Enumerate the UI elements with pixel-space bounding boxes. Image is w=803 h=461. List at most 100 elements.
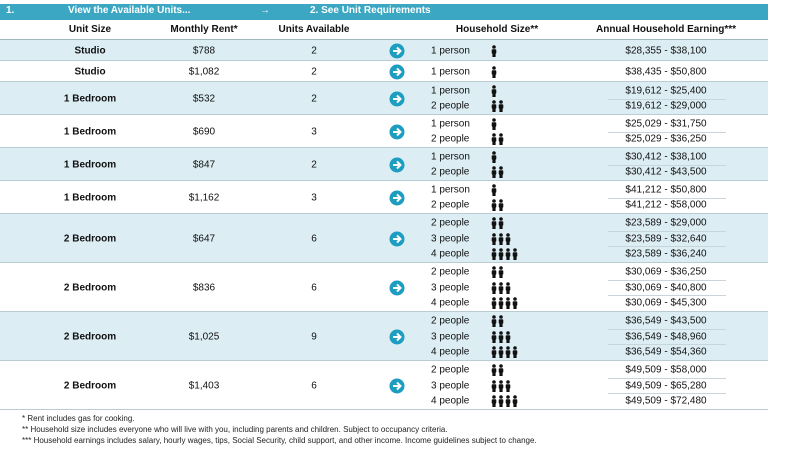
unit-size: 2 Bedroom <box>63 282 117 293</box>
table-row <box>0 361 768 410</box>
table-row <box>0 40 768 61</box>
column-header: Household Size** <box>455 24 539 35</box>
person-icons <box>491 330 511 343</box>
annual-earning: $25,029 - $36,250 <box>625 133 707 145</box>
earning-rule <box>608 295 726 297</box>
arrow-button <box>389 329 405 344</box>
earning-rule <box>608 98 726 100</box>
units-available: 2 <box>311 66 317 77</box>
units-available: 6 <box>311 282 317 293</box>
annual-earning: $19,612 - $25,400 <box>625 85 707 97</box>
units-available: 2 <box>311 93 317 104</box>
person-icons <box>491 65 497 78</box>
column-header: Unit Size <box>68 24 112 35</box>
person-icons <box>491 266 504 278</box>
annual-earning: $49,509 - $72,480 <box>625 395 707 407</box>
column-header: Units Available <box>278 24 350 35</box>
household-size: 4 people <box>431 395 470 407</box>
household-size: 3 people <box>431 282 470 293</box>
annual-earning: $30,412 - $43,500 <box>625 166 707 178</box>
earning-rule <box>608 164 726 166</box>
person-icons <box>491 281 511 294</box>
annual-earning: $19,612 - $29,000 <box>625 100 707 112</box>
annual-earning: $30,412 - $38,100 <box>625 151 707 163</box>
footnote: *** Household earnings includes salary, … <box>22 436 537 445</box>
earning-rule <box>608 328 726 330</box>
monthly-rent: $647 <box>192 233 216 244</box>
arrow-button <box>389 91 405 106</box>
arrow-button <box>389 231 405 246</box>
person-icons <box>491 150 497 163</box>
household-size: 1 person <box>431 45 470 56</box>
household-size: 4 people <box>431 248 470 260</box>
earning-rule <box>608 344 726 346</box>
monthly-rent: $1,025 <box>188 331 220 342</box>
unit-size: 1 Bedroom <box>63 192 117 203</box>
step-number: 1. <box>6 5 15 16</box>
annual-earning: $23,589 - $29,000 <box>625 217 707 229</box>
household-size: 2 people <box>431 133 470 145</box>
annual-earning: $49,509 - $65,280 <box>625 380 707 391</box>
annual-earning: $25,029 - $31,750 <box>625 118 707 130</box>
table-row <box>0 312 768 361</box>
annual-earning: $30,069 - $36,250 <box>625 266 707 278</box>
unit-size: Studio <box>74 66 106 77</box>
table-row <box>0 214 768 263</box>
annual-earning: $38,435 - $50,800 <box>625 66 707 77</box>
units-available: 2 <box>311 45 317 56</box>
household-size: 2 people <box>431 199 470 211</box>
person-icons <box>491 44 497 57</box>
person-icons <box>491 379 511 392</box>
household-size: 2 people <box>431 166 470 178</box>
step-label: 2. See Unit Requirements <box>310 5 431 16</box>
person-icons <box>491 84 497 97</box>
unit-size: 1 Bedroom <box>63 159 117 170</box>
annual-earning: $36,549 - $54,360 <box>625 346 707 358</box>
household-size: 1 person <box>431 151 470 163</box>
household-size: 3 people <box>431 233 470 244</box>
earning-rule <box>608 279 726 281</box>
monthly-rent: $788 <box>192 45 216 56</box>
earning-rule <box>608 230 726 232</box>
unit-size: 2 Bedroom <box>63 233 117 244</box>
person-icons <box>491 395 518 407</box>
annual-earning: $30,069 - $45,300 <box>625 297 707 309</box>
household-size: 2 people <box>431 315 470 327</box>
person-icons <box>491 346 518 358</box>
table-row <box>0 61 768 82</box>
earning-rule <box>608 131 726 133</box>
arrow-button <box>389 157 405 172</box>
units-available: 2 <box>311 159 317 170</box>
household-size: 2 people <box>431 266 470 278</box>
person-icons <box>491 133 504 146</box>
household-size: 2 people <box>431 217 470 229</box>
annual-earning: $41,212 - $58,000 <box>625 199 707 211</box>
monthly-rent: $1,082 <box>188 66 220 77</box>
unit-size: 2 Bedroom <box>63 380 117 391</box>
person-icons <box>491 100 504 113</box>
person-icons <box>491 248 518 260</box>
household-size: 4 people <box>431 297 470 309</box>
monthly-rent: $836 <box>192 282 216 293</box>
household-size: 3 people <box>431 331 470 342</box>
annual-earning: $23,589 - $36,240 <box>625 248 707 260</box>
earning-rule <box>608 197 726 199</box>
household-size: 4 people <box>431 346 470 358</box>
arrow-button <box>389 43 405 58</box>
step-label: View the Available Units... <box>68 5 191 16</box>
household-size: 1 person <box>431 118 470 130</box>
earning-rule <box>608 246 726 248</box>
header-rule <box>0 39 768 40</box>
monthly-rent: $690 <box>192 126 216 137</box>
person-icons <box>491 297 518 309</box>
unit-size: 2 Bedroom <box>63 331 117 342</box>
annual-earning: $36,549 - $43,500 <box>625 315 707 327</box>
monthly-rent: $1,403 <box>188 380 220 391</box>
person-icons <box>491 199 504 212</box>
arrow-button <box>389 280 405 295</box>
household-size: 1 person <box>431 184 470 196</box>
column-header: Annual Household Earning*** <box>595 24 737 35</box>
monthly-rent: $1,162 <box>188 192 220 203</box>
footnote: * Rent includes gas for cooking. <box>22 414 135 423</box>
